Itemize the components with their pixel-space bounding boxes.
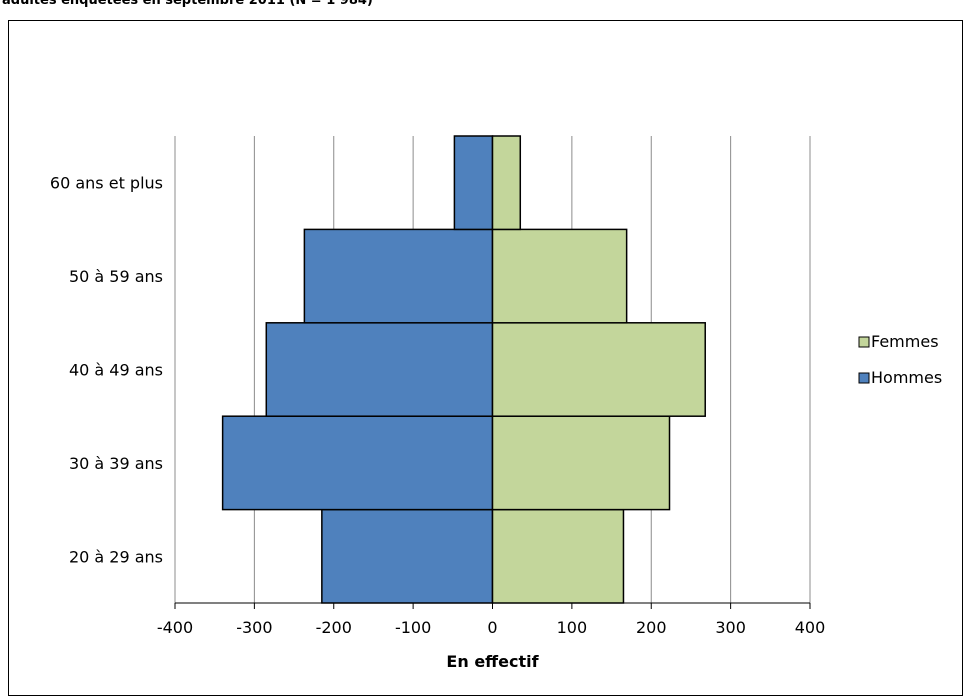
- axes: -400 -300 -200 -100 0 100 200 300 400 20 à 29 ans…: [50, 136, 825, 671]
- x-tick-label-300: -300: [236, 618, 272, 637]
- bar-hommes-30-a-39-ans: [221, 415, 494, 511]
- x-tick-label-200: 200: [636, 618, 667, 637]
- category-label-20-a-29-ans: 20 à 29 ans: [69, 547, 163, 566]
- x-tick-label-0: 0: [487, 618, 497, 637]
- x-tick-label-200: -200: [316, 618, 352, 637]
- category-label-30-a-39-ans: 30 à 39 ans: [69, 454, 163, 473]
- bar-femmes-30-a-39-ans: [491, 415, 671, 511]
- x-tick-label-100: 100: [557, 618, 588, 637]
- bar-hommes-60-ans-et-plus: [453, 135, 494, 231]
- legend-label-femmes: Femmes: [871, 332, 939, 351]
- bar-hommes-40-a-49-ans: [265, 322, 494, 417]
- bar-femmes-60-ans-et-plus: [491, 135, 522, 231]
- bar-femmes-40-a-49-ans: [491, 322, 706, 417]
- x-tick-label-400: -400: [157, 618, 193, 637]
- category-label-40-a-49-ans: 40 à 49 ans: [69, 361, 163, 380]
- legend-swatch-femmes: [858, 336, 870, 348]
- chart-title: adultes enquêtées en septembre 2011 (N =…: [2, 0, 373, 8]
- x-tick-label-400: 400: [795, 618, 826, 637]
- x-tick-label-100: -100: [395, 618, 431, 637]
- bar-femmes-20-a-29-ans: [491, 508, 625, 604]
- chart-frame: [8, 20, 963, 696]
- bars: [221, 135, 706, 604]
- x-axis-title: En effectif: [446, 652, 539, 671]
- bar-femmes-50-a-59-ans: [491, 228, 628, 324]
- category-label-60-ans-et-plus: 60 ans et plus: [50, 174, 163, 193]
- bar-hommes-20-a-29-ans: [321, 508, 494, 604]
- legend-swatch-hommes: [858, 372, 870, 384]
- legend-label-hommes: Hommes: [871, 368, 942, 387]
- x-tick-label-300: 300: [715, 618, 746, 637]
- category-label-50-a-59-ans: 50 à 59 ans: [69, 267, 163, 286]
- legend: Femmes Hommes: [858, 332, 942, 387]
- bar-hommes-50-a-59-ans: [303, 228, 494, 324]
